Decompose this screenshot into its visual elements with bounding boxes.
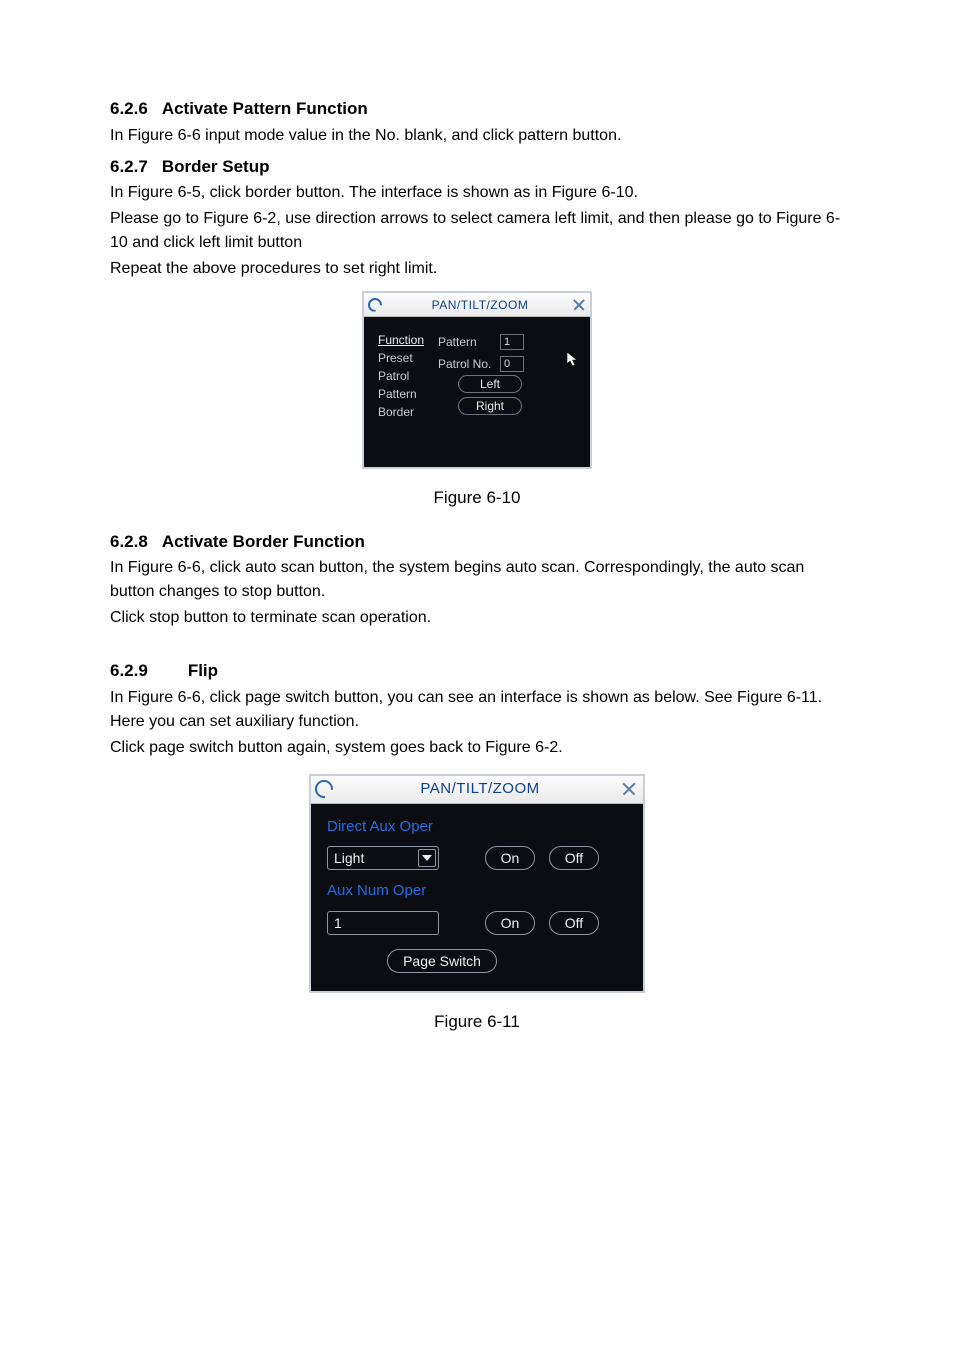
heading-number: 6.2.6 — [110, 96, 148, 122]
heading-626: 6.2.6 Activate Pattern Function — [110, 96, 844, 122]
heading-title: Activate Pattern Function — [162, 99, 368, 118]
para-628-1: In Figure 6-6, click auto scan button, t… — [110, 556, 844, 604]
label-patrol-no: Patrol No. — [438, 355, 500, 373]
function-menu: Function Preset Patrol Pattern Border — [378, 331, 424, 421]
aux-num-input[interactable]: 1 — [327, 911, 439, 935]
direct-on-button[interactable]: On — [485, 846, 535, 870]
menu-function[interactable]: Function — [378, 331, 424, 349]
figure-6-10: PAN/TILT/ZOOM Function Preset Patrol Pat… — [110, 291, 844, 469]
app-icon — [313, 778, 335, 800]
ptz-dialog-610: PAN/TILT/ZOOM Function Preset Patrol Pat… — [362, 291, 592, 469]
heading-number: 6.2.8 — [110, 529, 148, 555]
app-icon — [366, 296, 384, 314]
para-626-1: In Figure 6-6 input mode value in the No… — [110, 124, 844, 148]
direct-aux-row: Light On Off — [327, 846, 627, 870]
heading-number: 6.2.9 — [110, 658, 148, 684]
figure-caption-610: Figure 6-10 — [110, 485, 844, 511]
num-off-button[interactable]: Off — [549, 911, 599, 935]
ptz-dialog-611: PAN/TILT/ZOOM Direct Aux Oper Light On O… — [309, 774, 645, 993]
cursor-icon — [566, 351, 580, 367]
para-629-2: Click page switch button again, system g… — [110, 736, 844, 760]
menu-pattern[interactable]: Pattern — [378, 385, 424, 403]
para-627-1: In Figure 6-5, click border button. The … — [110, 181, 844, 205]
page-switch-row: Page Switch — [327, 949, 627, 973]
menu-preset[interactable]: Preset — [378, 349, 424, 367]
right-button[interactable]: Right — [458, 397, 522, 415]
para-629-1: In Figure 6-6, click page switch button,… — [110, 686, 844, 734]
page-switch-button[interactable]: Page Switch — [387, 949, 497, 973]
dialog-title: PAN/TILT/ZOOM — [388, 296, 572, 314]
heading-628: 6.2.8 Activate Border Function — [110, 529, 844, 555]
label-pattern: Pattern — [438, 333, 500, 351]
dialog-titlebar: PAN/TILT/ZOOM — [364, 293, 590, 317]
heading-629: 6.2.9 Flip — [110, 658, 844, 684]
heading-title: Border Setup — [162, 157, 270, 176]
direct-off-button[interactable]: Off — [549, 846, 599, 870]
heading-title: Flip — [188, 661, 218, 680]
dialog-titlebar: PAN/TILT/ZOOM — [311, 776, 643, 804]
close-icon[interactable] — [621, 781, 637, 797]
dialog-fields: Pattern 1 Patrol No. 0 Left Right — [438, 331, 568, 415]
label-direct-aux: Direct Aux Oper — [327, 816, 627, 839]
heading-title: Activate Border Function — [162, 532, 365, 551]
aux-num-row: 1 On Off — [327, 911, 627, 935]
para-627-3: Repeat the above procedures to set right… — [110, 257, 844, 281]
para-628-2: Click stop button to terminate scan oper… — [110, 606, 844, 630]
label-aux-num: Aux Num Oper — [327, 880, 627, 903]
dialog-body: Function Preset Patrol Pattern Border Pa… — [364, 317, 590, 467]
heading-number: 6.2.7 — [110, 154, 148, 180]
close-icon[interactable] — [572, 298, 586, 312]
menu-patrol[interactable]: Patrol — [378, 367, 424, 385]
chevron-down-icon[interactable] — [418, 849, 436, 867]
heading-627: 6.2.7 Border Setup — [110, 154, 844, 180]
para-627-2: Please go to Figure 6-2, use direction a… — [110, 207, 844, 255]
figure-6-11: PAN/TILT/ZOOM Direct Aux Oper Light On O… — [110, 774, 844, 993]
aux-select-value: Light — [334, 848, 364, 869]
figure-caption-611: Figure 6-11 — [110, 1009, 844, 1035]
input-pattern[interactable]: 1 — [500, 334, 524, 350]
dialog-body: Direct Aux Oper Light On Off Aux Num Ope… — [311, 804, 643, 991]
input-patrol-no[interactable]: 0 — [500, 356, 524, 372]
num-on-button[interactable]: On — [485, 911, 535, 935]
left-button[interactable]: Left — [458, 375, 522, 393]
aux-select[interactable]: Light — [327, 846, 439, 870]
menu-border[interactable]: Border — [378, 403, 424, 421]
dialog-title: PAN/TILT/ZOOM — [339, 778, 621, 801]
